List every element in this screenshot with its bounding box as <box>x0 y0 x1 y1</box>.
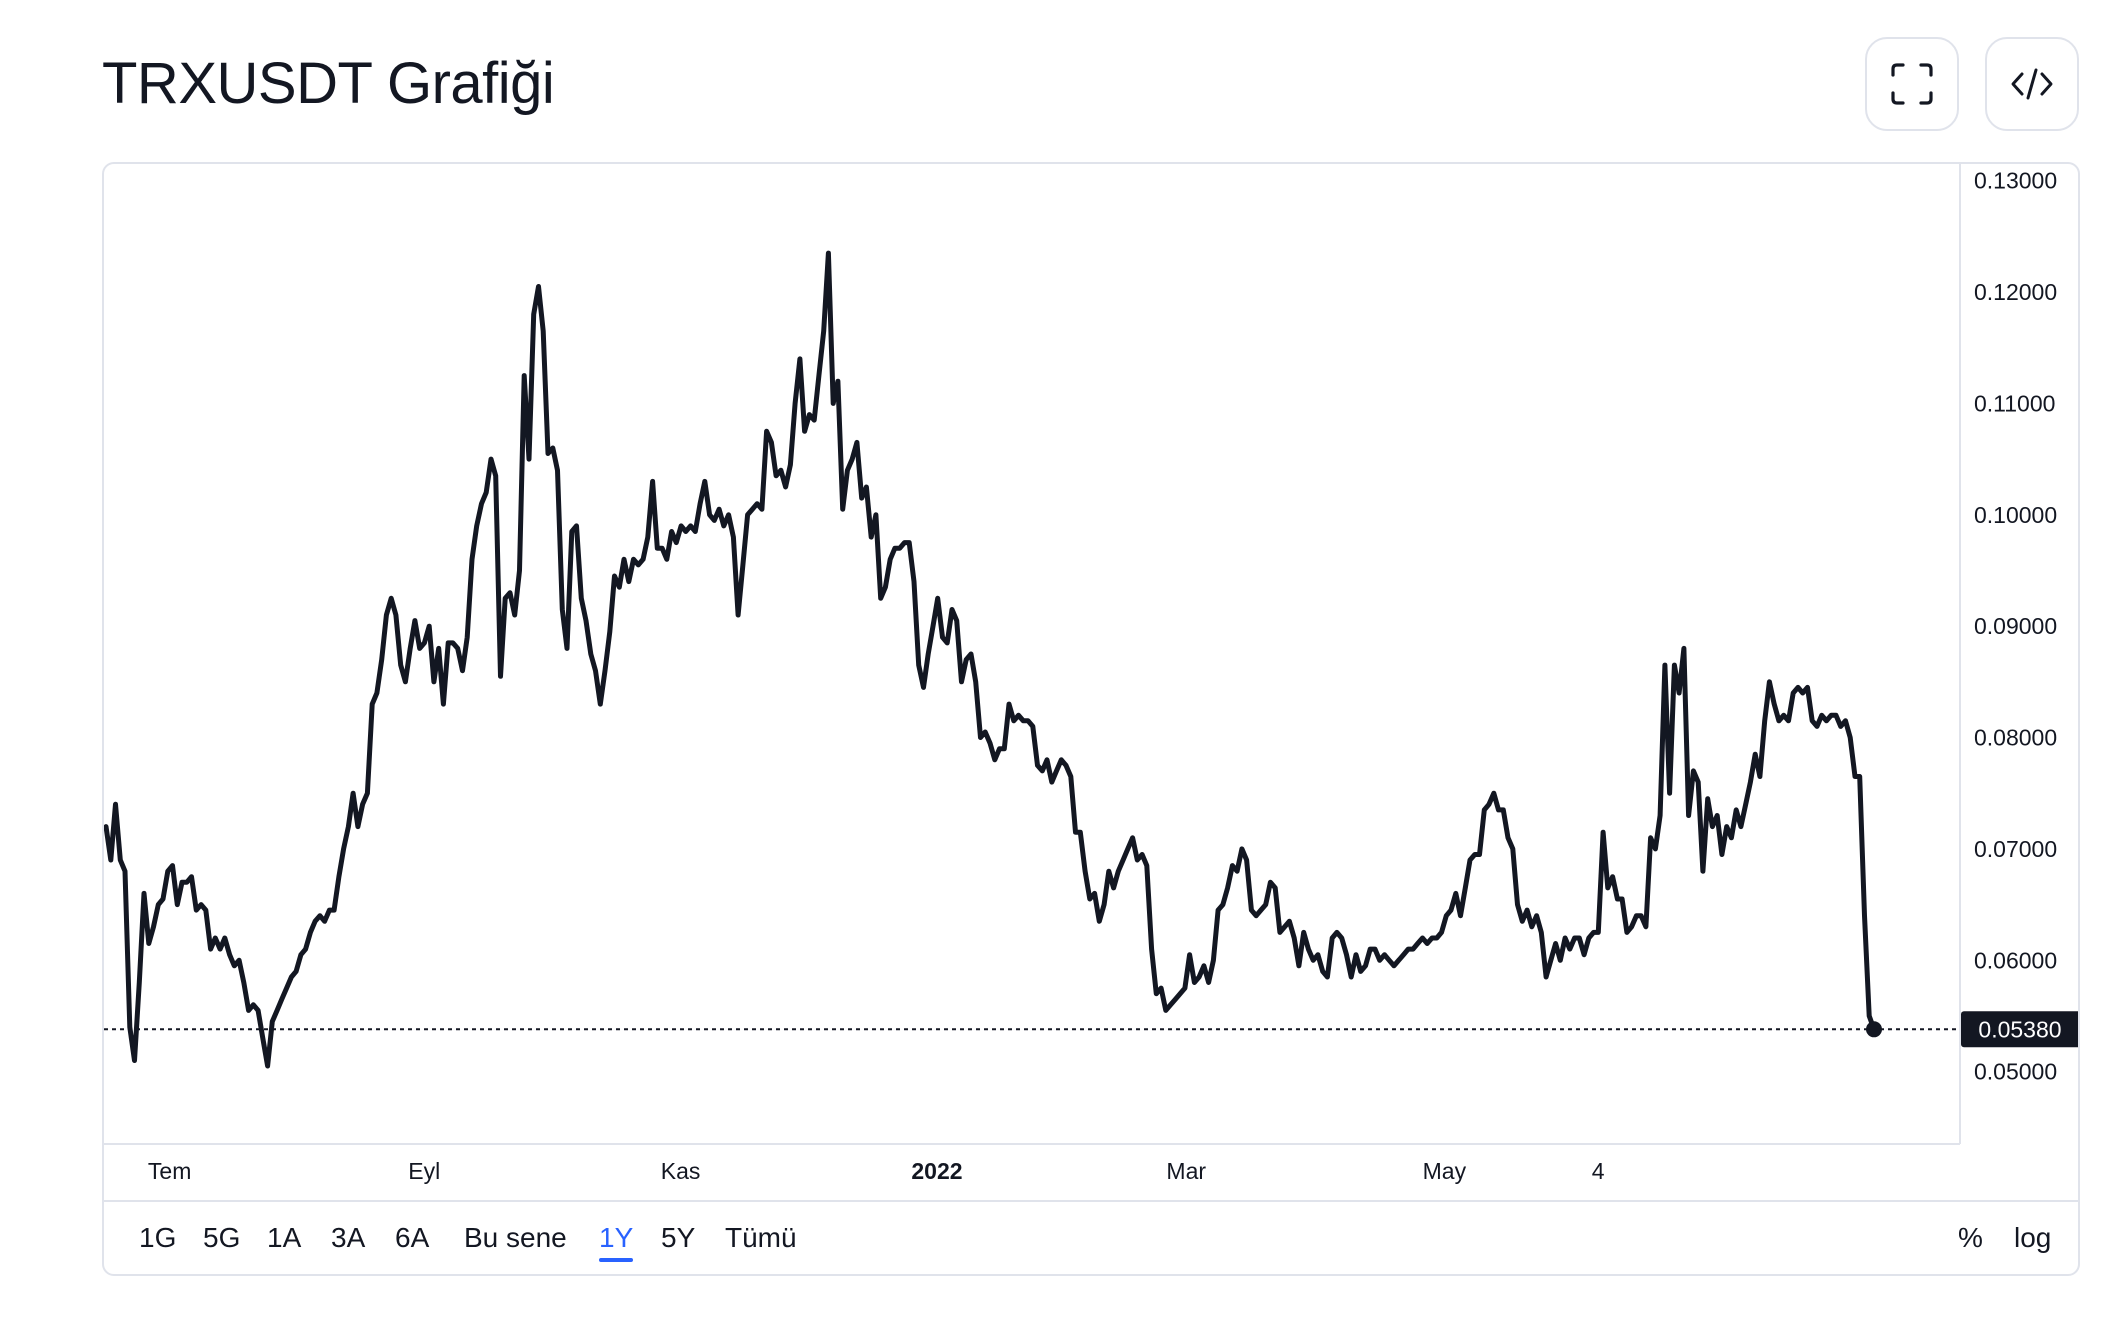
y-tick-label: 0.12000 <box>1974 279 2057 305</box>
last-price-dot <box>1866 1021 1882 1038</box>
code-embed-icon <box>2011 68 2053 100</box>
x-tick-label: 4 <box>1592 1158 1605 1184</box>
range-1y[interactable]: 1Y <box>599 1216 634 1262</box>
x-tick-label: Tem <box>148 1158 191 1184</box>
chart-title: TRXUSDT Grafiği <box>102 51 555 116</box>
range-bu-sene[interactable]: Bu sene <box>464 1222 567 1253</box>
range-5y[interactable]: 5Y <box>661 1222 696 1253</box>
chart-container[interactable]: 0.13000 0.12000 0.11000 0.10000 0.09000 0.080… <box>102 162 2080 1276</box>
fullscreen-icon <box>1891 63 1933 105</box>
price-axis[interactable]: 0.13000 0.12000 0.11000 0.10000 0.09000 0.080… <box>1974 168 2057 1085</box>
y-tick-label: 0.10000 <box>1974 502 2057 528</box>
fullscreen-button[interactable] <box>1865 37 1959 131</box>
x-tick-label: Kas <box>661 1158 701 1184</box>
range-tumu[interactable]: Tümü <box>725 1222 797 1253</box>
range-1a[interactable]: 1A <box>267 1222 302 1253</box>
range-1g[interactable]: 1G <box>139 1222 177 1253</box>
percent-scale-toggle[interactable]: % <box>1958 1222 1983 1253</box>
time-axis[interactable]: Tem Eyl Kas 2022 Mar May 4 <box>148 1158 1605 1184</box>
range-5g[interactable]: 5G <box>203 1222 241 1253</box>
y-tick-label: 0.09000 <box>1974 613 2057 639</box>
x-tick-label: Eyl <box>408 1158 440 1184</box>
last-price-label: 0.05380 <box>1961 1011 2078 1048</box>
x-tick-label: Mar <box>1166 1158 1206 1184</box>
range-3a[interactable]: 3A <box>331 1222 366 1253</box>
y-tick-label: 0.11000 <box>1974 390 2055 416</box>
y-tick-label: 0.06000 <box>1974 947 2057 973</box>
y-tick-label: 0.07000 <box>1974 836 2057 862</box>
last-price-label-bg <box>1961 1011 2078 1048</box>
x-tick-label: 2022 <box>911 1158 962 1184</box>
range-6a[interactable]: 6A <box>395 1222 430 1253</box>
price-chart[interactable]: 0.13000 0.12000 0.11000 0.10000 0.09000 0.080… <box>104 164 2080 1200</box>
last-price-value: 0.05380 <box>1978 1016 2061 1042</box>
embed-code-button[interactable] <box>1985 37 2079 131</box>
range-selector-bar: 1G 5G 1A 3A 6A Bu sene 1Y 5Y Tümü % log <box>104 1200 2078 1274</box>
y-tick-label: 0.05000 <box>1974 1059 2057 1085</box>
log-scale-toggle[interactable]: log <box>2014 1222 2052 1253</box>
y-tick-label: 0.08000 <box>1974 725 2057 751</box>
price-series-line <box>104 250 1877 1069</box>
x-tick-label: May <box>1423 1158 1467 1184</box>
y-tick-label: 0.13000 <box>1974 168 2057 194</box>
